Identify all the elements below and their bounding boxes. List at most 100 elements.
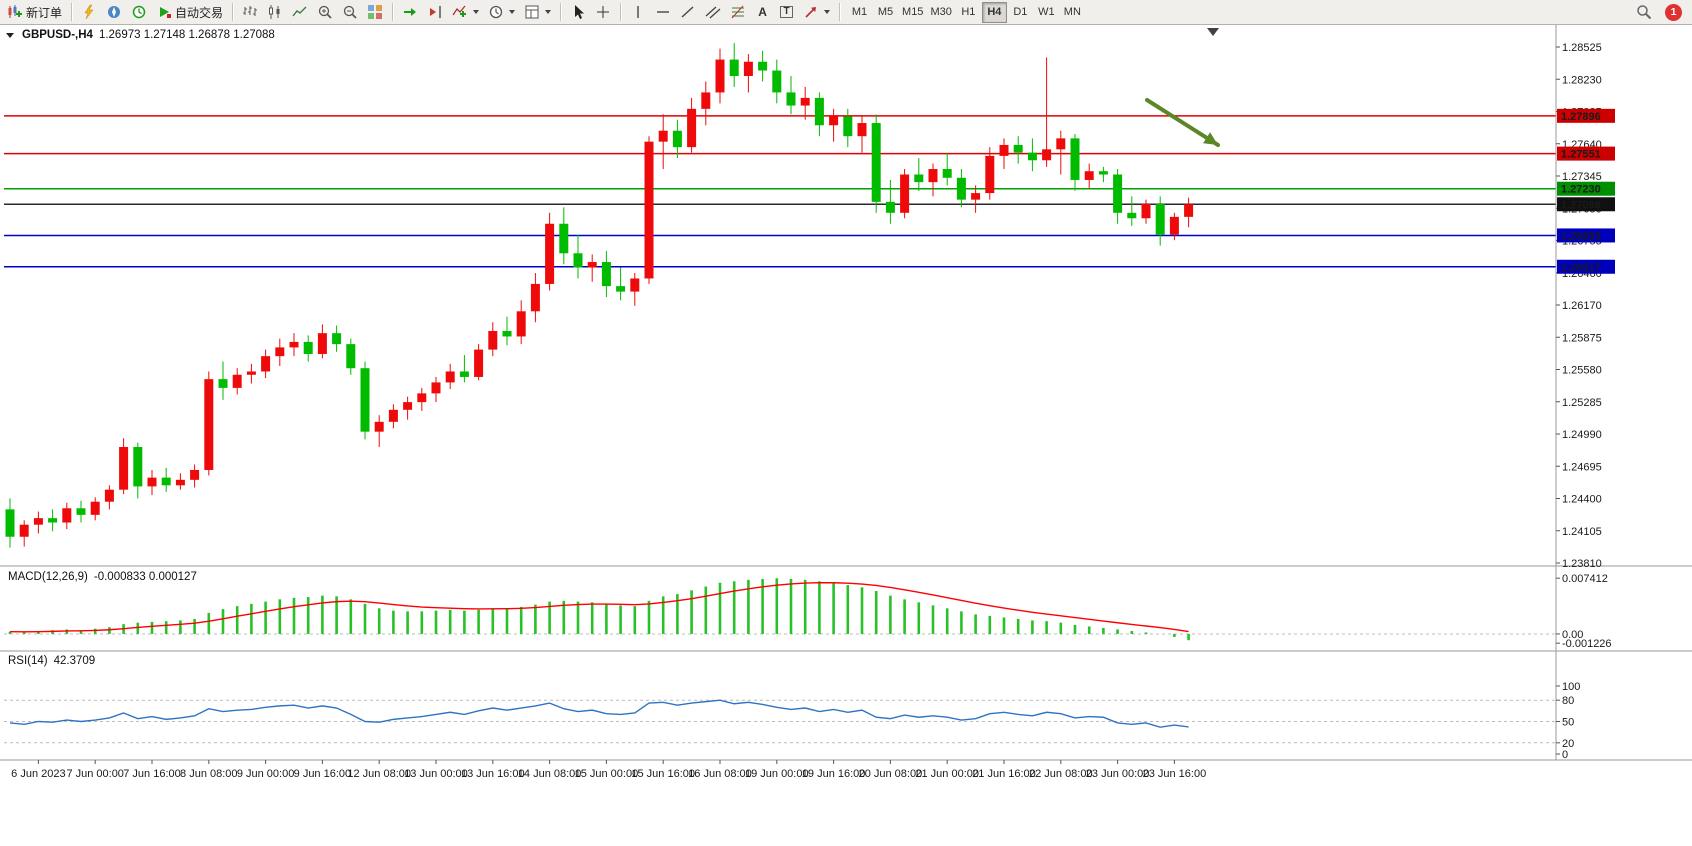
price-axis-label: 1.24400: [1562, 494, 1602, 506]
time-axis-label: 15 Jun 16:00: [631, 768, 695, 780]
timeframe-button-MN[interactable]: MN: [1060, 2, 1085, 23]
fibonacci-button[interactable]: [726, 2, 750, 23]
candle: [914, 158, 924, 191]
candle: [289, 333, 299, 357]
candle: [133, 442, 143, 499]
new-order-button[interactable]: 新订单: [3, 2, 66, 23]
horizontal-line-button[interactable]: [651, 2, 675, 23]
chart-canvas[interactable]: 1.285251.282301.279351.276401.273451.270…: [0, 25, 1692, 846]
candles-layer: [5, 43, 1194, 548]
candlestick-chart-button[interactable]: [263, 2, 287, 23]
arrow-objects-icon: [803, 4, 819, 20]
search-button[interactable]: [1632, 2, 1656, 23]
price-axis-label: 1.27345: [1562, 171, 1602, 183]
candle: [871, 114, 881, 213]
timeframe-button-M5[interactable]: M5: [873, 2, 898, 23]
candle: [616, 267, 626, 301]
notification-badge[interactable]: 1: [1665, 3, 1682, 21]
timeframe-button-D1[interactable]: D1: [1008, 2, 1033, 23]
history-center-button[interactable]: [127, 2, 151, 23]
candle: [161, 467, 171, 492]
price-badge: 1.27230: [1557, 181, 1615, 196]
timeframe-button-W1[interactable]: W1: [1034, 2, 1059, 23]
toolbar-separator: [232, 3, 234, 21]
candle: [630, 272, 640, 306]
timeframe-button-H1[interactable]: H1: [956, 2, 981, 23]
zoom-out-button[interactable]: [338, 2, 362, 23]
rsi-axis-label: 80: [1562, 695, 1574, 707]
candle: [758, 50, 768, 82]
tile-windows-button[interactable]: [363, 2, 387, 23]
metaeditor-button[interactable]: [77, 2, 101, 23]
bar-chart-button[interactable]: [238, 2, 262, 23]
macd-signal-line: [9, 582, 1189, 633]
candle: [246, 363, 256, 384]
candle: [431, 376, 441, 403]
trend-arrow-object[interactable]: [1145, 98, 1220, 147]
time-axis-label: 9 Jun 16:00: [294, 768, 352, 780]
vertical-line-button[interactable]: [626, 2, 650, 23]
time-axis[interactable]: 6 Jun 2023 7 Jun 00:00 7 Jun 16:00 8 Jun 08…: [11, 760, 1206, 780]
candle: [1084, 163, 1094, 189]
line-chart-button[interactable]: [288, 2, 312, 23]
candle: [33, 511, 43, 534]
timeframe-button-H4[interactable]: H4: [981, 1, 1007, 23]
crosshair-button[interactable]: [591, 2, 615, 23]
crosshair-icon: [595, 4, 611, 20]
candle: [360, 361, 370, 440]
text-tool-icon: A: [758, 5, 767, 19]
trendline-button[interactable]: [676, 2, 700, 23]
candle: [601, 251, 611, 298]
svg-text:1.27088: 1.27088: [1561, 199, 1601, 211]
rsi-axis[interactable]: 100 80 50 200: [1556, 681, 1580, 761]
horizontal-line-icon: [655, 4, 671, 20]
candle: [62, 502, 72, 530]
time-axis-label: 19 Jun 00:00: [745, 768, 809, 780]
equidistant-channel-button[interactable]: [701, 2, 725, 23]
candle: [900, 169, 910, 219]
candle: [445, 363, 455, 389]
macd-axis-label: 0.00: [1562, 629, 1583, 641]
candle: [1127, 196, 1137, 226]
time-axis-label: 14 Jun 08:00: [518, 768, 582, 780]
svg-text:1.26803: 1.26803: [1561, 230, 1601, 242]
candle: [175, 473, 185, 490]
candle: [48, 509, 58, 532]
candle: [317, 324, 327, 359]
candle: [743, 54, 753, 93]
price-axis-label: 1.25285: [1562, 397, 1602, 409]
metaeditor-lightning-icon: [81, 4, 97, 20]
cursor-button[interactable]: [566, 2, 590, 23]
macd-axis[interactable]: 0.007412 0.00-0.001226: [1556, 573, 1612, 650]
candle: [1184, 197, 1194, 228]
candle: [190, 464, 200, 488]
candle: [644, 136, 654, 284]
templates-button[interactable]: [520, 2, 555, 23]
price-axis-label: 1.28525: [1562, 42, 1602, 54]
tile-windows-icon: [367, 4, 383, 20]
price-axis-label: 1.23810: [1562, 558, 1602, 570]
indicators-button[interactable]: [448, 2, 483, 23]
auto-scroll-button[interactable]: [398, 2, 422, 23]
periods-button[interactable]: [484, 2, 519, 23]
timeframe-button-M30[interactable]: M30: [927, 2, 954, 23]
text-label-button[interactable]: T: [775, 2, 798, 23]
timeframe-button-M1[interactable]: M1: [847, 2, 872, 23]
chart-shift-marker[interactable]: [1207, 28, 1219, 36]
rsi-axis-label: 100: [1562, 681, 1580, 693]
zoom-in-button[interactable]: [313, 2, 337, 23]
price-badge: 1.27896: [1557, 108, 1615, 123]
chart-shift-button[interactable]: [423, 2, 447, 23]
timeframe-button-M15[interactable]: M15: [899, 2, 926, 23]
candle: [1169, 212, 1179, 241]
candle: [786, 76, 796, 115]
trendline-icon: [680, 4, 696, 20]
navigator-button[interactable]: [102, 2, 126, 23]
candlestick-chart-icon: [267, 4, 283, 20]
auto-trading-button[interactable]: 自动交易: [152, 2, 227, 23]
arrow-objects-button[interactable]: [799, 2, 834, 23]
candle: [5, 498, 15, 548]
time-axis-label: 21 Jun 16:00: [972, 768, 1036, 780]
toolbar-right-zone: 1: [1632, 2, 1689, 23]
text-button[interactable]: A: [751, 2, 774, 23]
